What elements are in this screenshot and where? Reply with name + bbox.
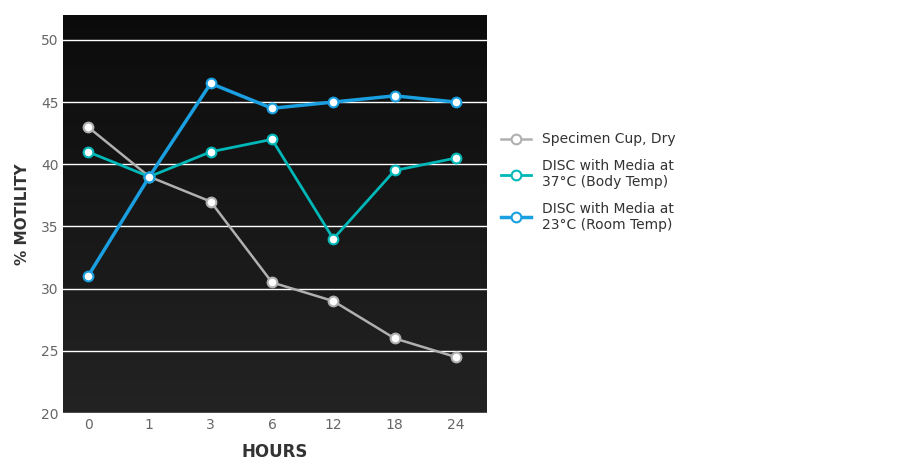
Y-axis label: % MOTILITY: % MOTILITY [15,163,30,265]
X-axis label: HOURS: HOURS [242,443,308,461]
Legend: Specimen Cup, Dry, DISC with Media at
37°C (Body Temp), DISC with Media at
23°C : Specimen Cup, Dry, DISC with Media at 37… [495,127,681,238]
